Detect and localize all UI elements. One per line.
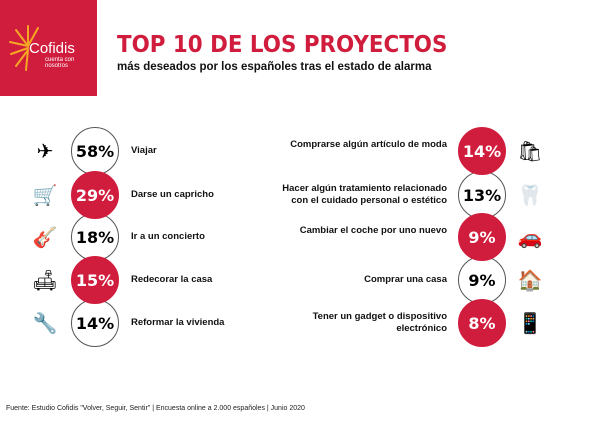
item-label: Reformar la vivienda <box>131 317 225 328</box>
car-icon: 🚗 <box>517 225 543 249</box>
percentage-circle: 9% <box>458 256 506 304</box>
item-label: Cambiar el coche por uno nuevo <box>299 225 447 236</box>
tools-icon: 🔧 <box>32 311 58 335</box>
percentage-circle: 9% <box>458 213 506 261</box>
house-icon: 🏠 <box>517 268 543 292</box>
item-label: Tener un gadget o dispositivo electrónic… <box>312 311 447 334</box>
item-label: Viajar <box>131 145 157 156</box>
plane-globe-icon: ✈ <box>36 139 54 163</box>
armchair-icon: 🛋 <box>32 268 58 292</box>
item-label: Redecorar la casa <box>131 274 213 285</box>
percentage-circle: 14% <box>458 127 506 175</box>
logo-tagline: cuenta con nosotros <box>45 57 75 69</box>
page-title: TOP 10 DE LOS PROYECTOS <box>117 32 448 58</box>
percentage-circle: 14% <box>71 299 119 347</box>
percentage-circle: 15% <box>71 256 119 304</box>
shopping-bags-icon: 🛍 <box>517 139 543 163</box>
percentage-circle: 13% <box>458 171 506 219</box>
item-label: Ir a un concierto <box>131 231 205 242</box>
page-subtitle: más deseados por los españoles tras el e… <box>117 61 432 73</box>
item-label: Hacer algún tratamiento relacionado con … <box>282 183 447 206</box>
shopping-cart-icon: 🛒 <box>32 183 58 207</box>
sun-rays-icon <box>9 25 39 71</box>
source-footer: Fuente: Estudio Cofidis "Volver, Seguir,… <box>6 405 305 412</box>
smartphone-icon: 📱 <box>517 311 543 335</box>
tooth-icon: 🦷 <box>517 183 543 207</box>
percentage-circle: 18% <box>71 213 119 261</box>
logo-name: Cofidis <box>29 40 75 57</box>
percentage-circle: 8% <box>458 299 506 347</box>
item-label: Comprarse algún artículo de moda <box>290 139 447 150</box>
item-label: Darse un capricho <box>131 189 214 200</box>
item-label: Comprar una casa <box>364 274 447 285</box>
percentage-circle: 29% <box>71 171 119 219</box>
guitar-icon: 🎸 <box>32 225 58 249</box>
cofidis-logo: Cofidis cuenta con nosotros <box>0 0 97 96</box>
percentage-circle: 58% <box>71 127 119 175</box>
